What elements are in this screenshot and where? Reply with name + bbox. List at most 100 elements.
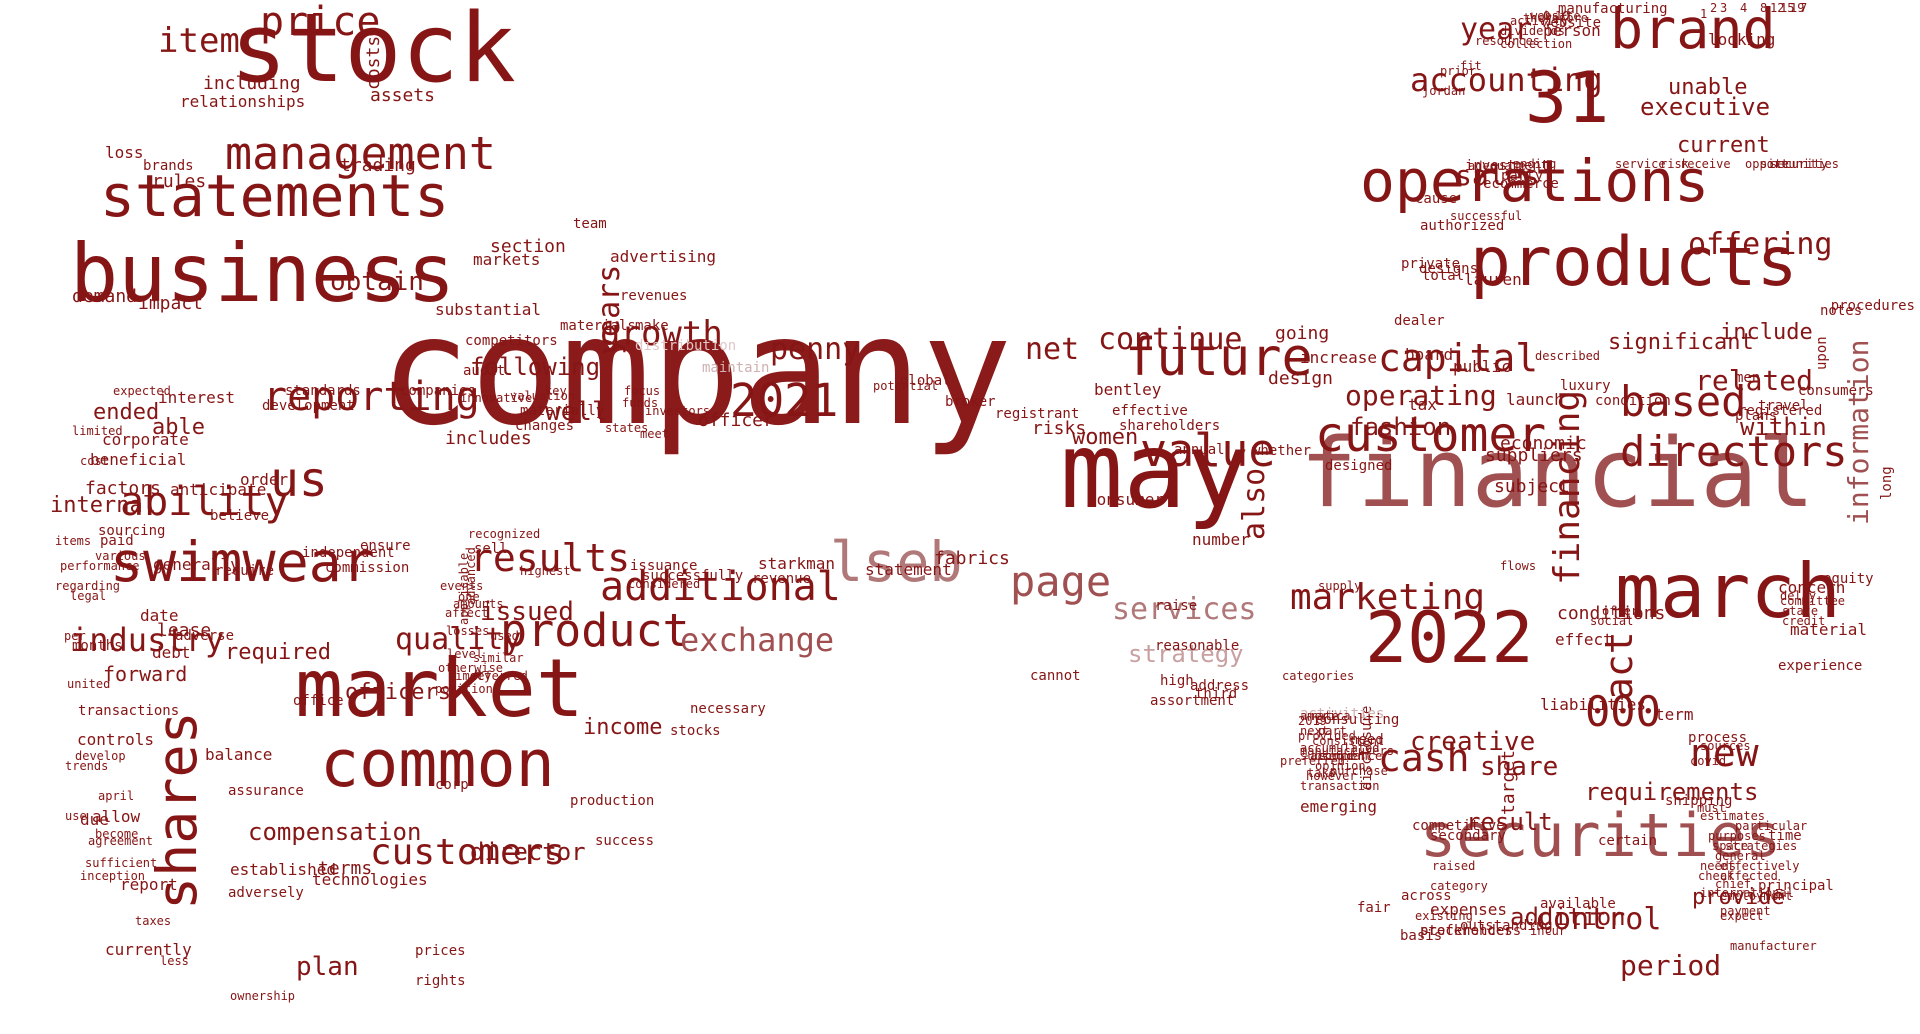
cloud-word: corp	[435, 776, 469, 793]
cloud-word: legal	[70, 589, 107, 604]
cloud-word: assets	[370, 85, 436, 107]
cloud-word: affected	[1720, 869, 1778, 884]
cloud-word: sourcing	[98, 522, 166, 539]
cloud-word: categories	[1282, 669, 1355, 684]
cloud-word: competitors	[465, 332, 558, 349]
cloud-word: 7	[1800, 1, 1808, 16]
cloud-word: materially	[520, 402, 605, 419]
cloud-word: prior	[1440, 64, 1477, 79]
cloud-word: lseb	[830, 529, 963, 594]
cloud-word: 8	[1760, 1, 1768, 16]
cloud-word: standards	[285, 382, 361, 399]
cloud-word: successful	[1450, 209, 1523, 224]
cloud-word: paid	[100, 532, 134, 549]
cloud-word: march	[1615, 546, 1841, 635]
cloud-word: highest	[520, 564, 571, 579]
cloud-word: requirements	[1585, 778, 1759, 807]
cloud-word: website	[1530, 9, 1581, 24]
cloud-word: preferences	[1420, 922, 1513, 939]
cloud-word: demand	[72, 286, 138, 308]
cloud-word: sell	[474, 540, 508, 557]
cloud-word: growth	[600, 314, 723, 355]
cloud-word: however	[1306, 769, 1357, 784]
cloud-word: manufacturers	[1300, 744, 1394, 759]
cloud-word: net	[1025, 332, 1080, 368]
cloud-word: ensure	[360, 537, 411, 554]
cloud-word: use	[65, 809, 87, 824]
cloud-word: per	[64, 629, 86, 644]
cloud-word: industry	[70, 620, 225, 659]
cloud-word: 2022	[1365, 596, 1534, 679]
cloud-word: loss	[105, 142, 144, 162]
cloud-word: exchange	[680, 620, 835, 659]
cloud-word: balance	[205, 744, 273, 764]
cloud-word: 2021	[730, 374, 839, 428]
cloud-word: continue	[1098, 322, 1243, 358]
cloud-word: brand	[1610, 0, 1776, 61]
cloud-word: fit	[1460, 59, 1482, 74]
cloud-word: develop	[75, 749, 126, 764]
cloud-word: general	[1715, 849, 1766, 864]
cloud-word: share	[1480, 751, 1559, 782]
cloud-word: items	[55, 534, 92, 549]
cloud-word: women	[1072, 424, 1139, 450]
cloud-word: less	[160, 954, 189, 969]
cloud-word: next	[1300, 724, 1329, 739]
cloud-word: allow	[92, 806, 141, 826]
cloud-word: whether	[1252, 442, 1312, 459]
cloud-word: investors	[645, 404, 711, 419]
cloud-word: regarding	[55, 579, 121, 594]
cloud-word: consumers	[1798, 382, 1874, 399]
cloud-word: stockholders	[1420, 922, 1522, 939]
cloud-word: receive	[1680, 157, 1731, 172]
cloud-word: independent	[302, 544, 395, 561]
cloud-word: subsequent	[1300, 749, 1373, 764]
cloud-word: board	[1405, 344, 1454, 364]
cloud-word: employment	[1720, 889, 1793, 904]
cloud-word: existing	[1415, 909, 1473, 924]
cloud-word: corporate	[102, 429, 189, 449]
cloud-word: marketing	[1290, 577, 1486, 619]
cloud-word: men	[1735, 369, 1761, 386]
cloud-word: customers	[370, 832, 566, 874]
cloud-word: products	[1470, 223, 1798, 303]
cloud-word: across	[1401, 887, 1452, 904]
cloud-word: states	[605, 421, 649, 436]
cloud-word: taxes	[135, 914, 172, 929]
cloud-word: ending	[1513, 157, 1557, 172]
cloud-word: issued	[480, 596, 574, 627]
cloud-word: assortment	[1150, 692, 1235, 709]
cloud-word: shareholders	[1119, 417, 1221, 434]
cloud-word: jordan	[1422, 84, 1466, 99]
cloud-word: flows	[1500, 559, 1537, 574]
cloud-word: long	[1879, 466, 1895, 500]
cloud-word: particular	[1735, 819, 1808, 834]
cloud-word: generally	[153, 554, 240, 574]
cloud-word: current	[1677, 132, 1770, 158]
cloud-word: new	[1690, 730, 1759, 775]
cloud-word: necessary	[690, 700, 766, 717]
cloud-word: 000	[1585, 686, 1661, 736]
cloud-word: payment	[1720, 904, 1771, 919]
cloud-word: quality	[395, 622, 522, 658]
cloud-word: accounting	[1410, 60, 1603, 99]
cloud-word: need	[1350, 731, 1384, 748]
cloud-word: meet	[640, 427, 669, 442]
cloud-word: design	[1268, 368, 1334, 390]
cloud-word: 19	[1790, 1, 1805, 16]
cloud-word: time	[1768, 827, 1802, 844]
cloud-word: established	[230, 859, 336, 879]
cloud-word: emerging	[1300, 796, 1378, 816]
cloud-word: agreement	[88, 834, 154, 849]
cloud-word: successfully	[642, 567, 744, 584]
cloud-word: sufficient	[85, 856, 158, 871]
cloud-word: lauren	[1464, 269, 1522, 289]
cloud-word: assurance	[228, 782, 304, 799]
cloud-word: experience	[1778, 657, 1863, 674]
cloud-word: public	[1453, 356, 1511, 376]
cloud-word: funds	[622, 396, 659, 411]
cloud-word: subject	[1494, 476, 1570, 498]
cloud-word: item	[158, 21, 240, 62]
cloud-word: chief	[1715, 877, 1752, 892]
